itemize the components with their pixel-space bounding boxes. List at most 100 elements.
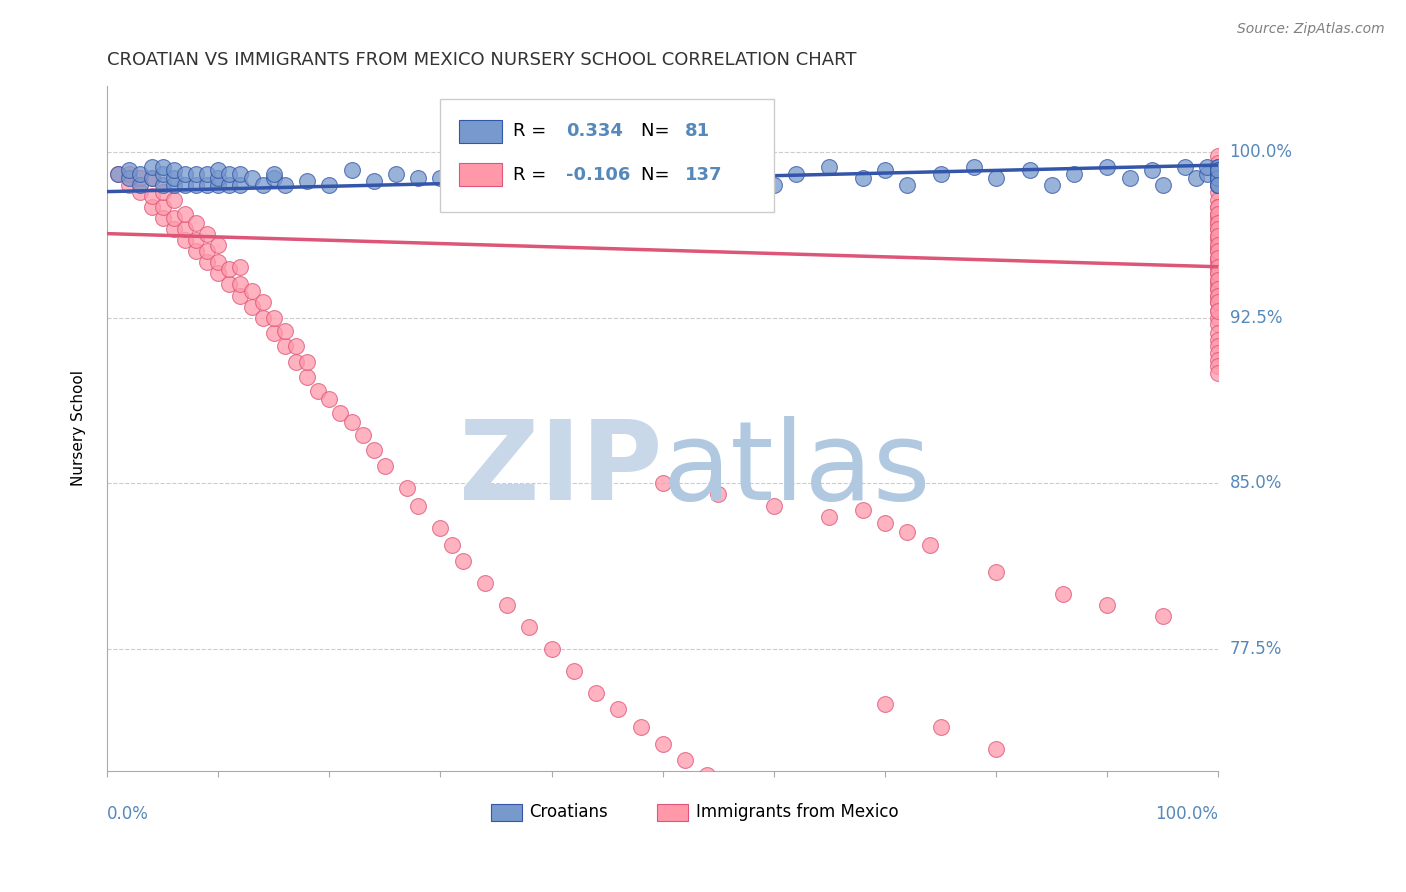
Point [463,178,485,192]
Point [929,720,952,734]
Point [1208,326,1230,340]
Point [207,237,229,252]
Point [1097,161,1119,175]
Point [1208,162,1230,177]
Point [1208,171,1230,186]
Point [1208,216,1230,230]
Point [1140,162,1163,177]
Point [1208,228,1230,243]
Point [129,178,152,192]
Point [1208,366,1230,380]
Point [1208,267,1230,281]
Point [496,598,519,612]
Point [1185,171,1208,186]
Point [118,178,141,192]
Text: 0.334: 0.334 [567,122,623,140]
Point [873,162,896,177]
Point [118,171,141,186]
Point [707,167,730,181]
Point [1208,149,1230,163]
Point [1208,304,1230,318]
Point [141,171,163,186]
Point [318,178,340,192]
Point [152,211,174,226]
Point [195,167,218,181]
Bar [460,120,502,143]
Point [1208,228,1230,243]
Point [218,262,240,277]
Point [152,185,174,199]
Point [873,698,896,712]
Point [184,167,207,181]
Point [152,167,174,181]
Point [152,161,174,175]
Point [818,161,841,175]
Point [163,171,186,186]
Point [173,207,195,221]
Point [540,642,562,657]
Point [352,427,374,442]
Point [1208,273,1230,287]
Point [263,167,285,181]
Point [741,797,763,811]
Point [163,162,186,177]
Point [218,178,240,192]
Point [1197,161,1219,175]
Point [152,178,174,192]
Point [173,178,195,192]
Point [1208,178,1230,192]
Text: Source: ZipAtlas.com: Source: ZipAtlas.com [1237,22,1385,37]
Point [184,178,207,192]
Point [141,189,163,203]
Point [207,178,229,192]
Point [141,161,163,175]
Point [295,173,318,187]
Point [207,267,229,281]
Point [107,167,129,181]
Point [274,178,297,192]
Y-axis label: Nursery School: Nursery School [72,370,86,486]
Point [118,167,141,181]
Point [1208,233,1230,247]
Point [184,244,207,259]
Text: 137: 137 [685,166,723,184]
Point [1208,156,1230,170]
Point [1197,167,1219,181]
Point [986,565,1008,579]
Point [218,277,240,292]
Point [363,443,385,458]
Point [451,554,474,568]
Point [696,768,718,782]
Bar [460,163,502,186]
Point [163,194,186,208]
Point [1208,240,1230,254]
Text: ZIP: ZIP [460,416,662,523]
Point [1208,295,1230,310]
Point [340,162,363,177]
Point [1208,310,1230,325]
Point [718,786,741,800]
Point [195,178,218,192]
Point [1208,178,1230,192]
Point [163,222,186,236]
Point [385,167,408,181]
Point [252,310,274,325]
Text: CROATIAN VS IMMIGRANTS FROM MEXICO NURSERY SCHOOL CORRELATION CHART: CROATIAN VS IMMIGRANTS FROM MEXICO NURSE… [107,51,856,69]
Point [263,310,285,325]
Point [1208,260,1230,274]
Point [1208,277,1230,292]
Point [1208,244,1230,259]
Point [329,406,352,420]
Point [240,284,263,298]
Point [252,295,274,310]
Point [163,178,186,192]
Text: N=: N= [641,166,675,184]
Point [1208,267,1230,281]
Point [173,167,195,181]
Point [173,222,195,236]
Point [207,162,229,177]
Point [1208,171,1230,186]
Point [1174,161,1197,175]
Point [1208,171,1230,186]
Point [1208,339,1230,353]
